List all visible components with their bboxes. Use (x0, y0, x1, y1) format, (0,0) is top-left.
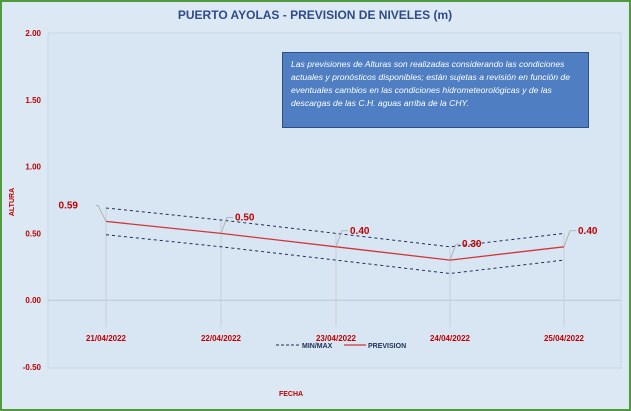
x-tick-label: 25/04/2022 (544, 334, 585, 343)
legend-prevision-label: PREVISION (368, 343, 406, 350)
data-label: 0.40 (578, 226, 598, 237)
y-tick-labels: 2.00 1.50 1.00 0.50 0.00 -0.50 (23, 29, 42, 372)
y-tick-label: 2.00 (25, 29, 41, 38)
y-tick-label: 0.00 (25, 296, 41, 305)
y-tick-label: -0.50 (23, 363, 42, 372)
x-tick-label: 22/04/2022 (201, 334, 242, 343)
legend-minmax-label: MIN/MAX (302, 343, 333, 350)
data-label: 0.59 (59, 200, 79, 211)
data-label-leader (96, 204, 107, 222)
chart-title: PUERTO AYOLAS - PREVISION DE NIVELES (m) (178, 8, 452, 22)
minmax-line (105, 234, 565, 275)
data-label: 0.30 (462, 239, 482, 250)
legend: MIN/MAX PREVISION (276, 343, 406, 350)
data-labels: 0.59 0.50 0.40 0.30 0.40 (59, 200, 598, 261)
data-label-leader (563, 230, 576, 247)
y-tick-label: 0.50 (25, 229, 41, 238)
x-tick-labels: 21/04/2022 22/04/2022 23/04/2022 24/04/2022… (86, 334, 585, 343)
data-label-leader (220, 216, 233, 234)
x-tick-label: 23/04/2022 (316, 334, 357, 343)
y-axis-label: ALTURA (9, 188, 16, 216)
x-axis-label: FECHA (279, 391, 303, 398)
y-tick-label: 1.00 (25, 163, 41, 172)
y-tick-label: 1.50 (25, 96, 41, 105)
x-tick-label: 24/04/2022 (430, 334, 471, 343)
data-label: 0.40 (350, 226, 370, 237)
data-label: 0.50 (235, 212, 255, 223)
series-lines (105, 207, 565, 275)
forecast-disclaimer-note: Las previsiones de Alturas son realizada… (282, 52, 589, 128)
prevision-line (105, 220, 565, 261)
x-tick-label: 21/04/2022 (86, 334, 127, 343)
data-label-leader (449, 243, 460, 261)
data-label-leader (335, 230, 348, 247)
minmax-line (105, 207, 565, 248)
